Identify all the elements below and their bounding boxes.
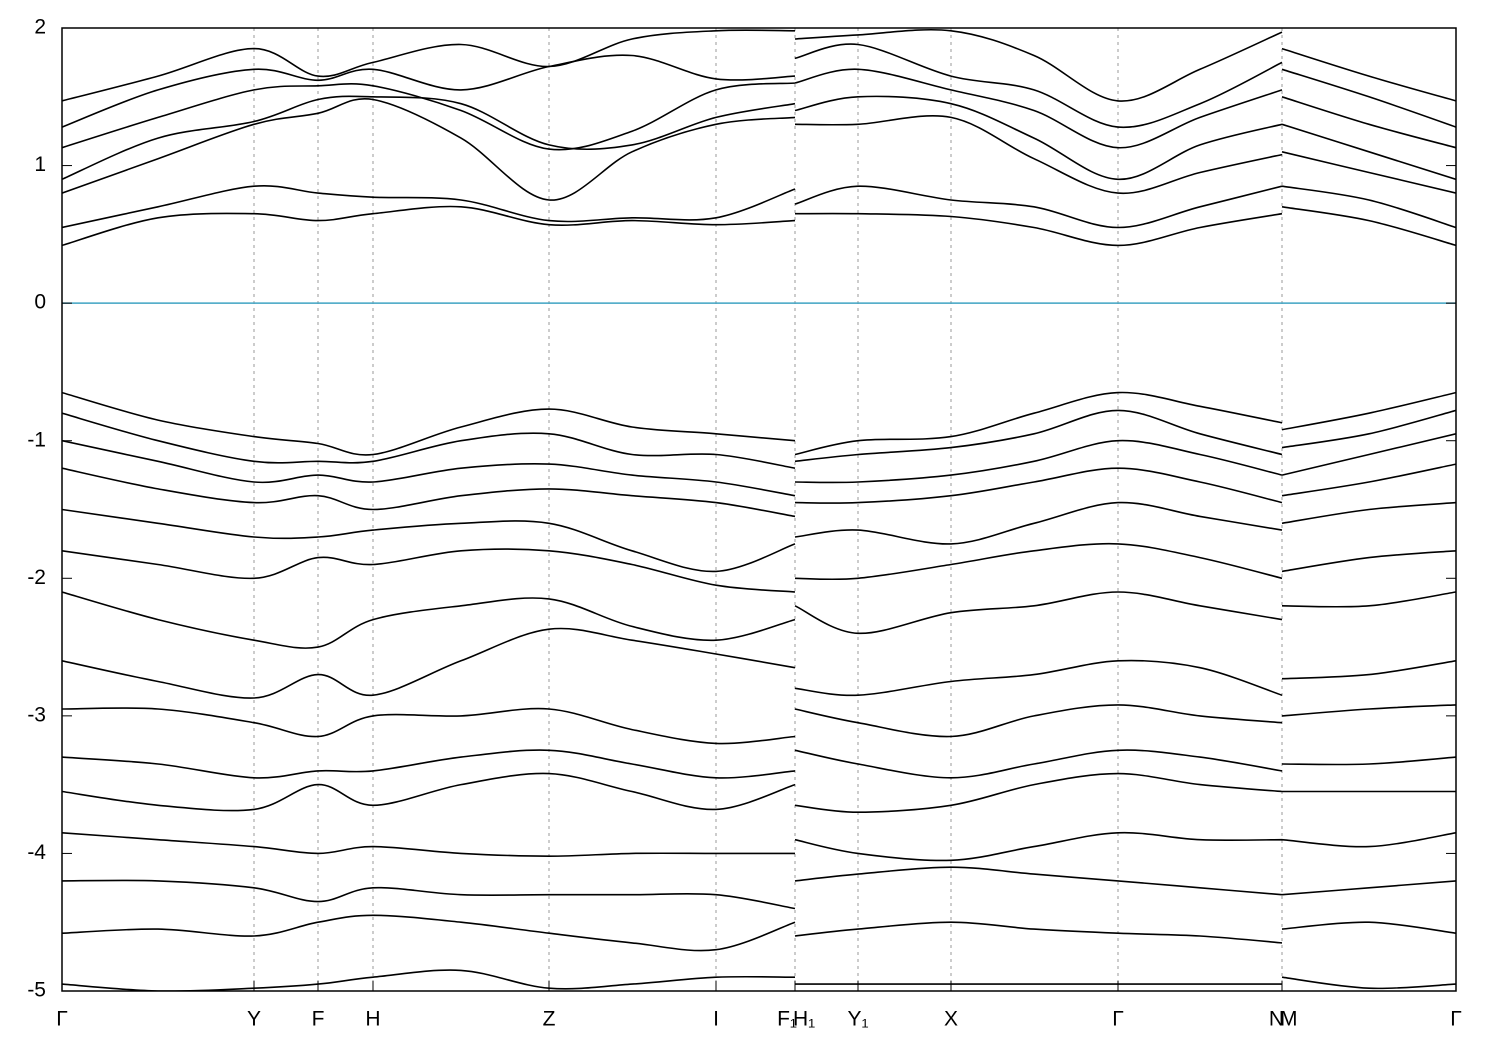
grid [62,28,1456,991]
y-tick-label: -3 [27,703,46,726]
x-tick-label: M [1280,1008,1298,1031]
y-tick-label: 0 [34,291,46,314]
band [62,969,1456,991]
y-tick-label: -1 [27,428,46,451]
band [62,627,1456,699]
band [62,704,1456,745]
band [62,542,1456,593]
band [62,772,1456,814]
band [62,391,1456,456]
y-tick-label: -4 [27,841,46,864]
y-tick-label: -2 [27,566,46,589]
band [62,463,1456,518]
plot-frame [61,27,1457,992]
y-tick-label: 2 [34,16,46,39]
band [62,433,1456,497]
band [62,28,1456,102]
x-tick-label: H₁ [793,1008,815,1031]
band [62,591,1456,649]
x-tick-label: Z [543,1008,556,1031]
band [62,43,1456,129]
band [62,831,1456,862]
band [62,95,1456,181]
band [62,97,1456,201]
y-tick-label: 1 [34,153,46,176]
x-tick-label: Y [247,1008,261,1031]
band [62,866,1456,910]
x-tick-label: X [944,1008,958,1031]
band [62,205,1456,247]
x-tick-label: Γ [56,1008,68,1031]
x-tick-label: I [713,1008,719,1031]
band [62,749,1456,779]
x-tick-label: H [365,1008,380,1031]
band [62,409,1456,469]
x-tick-label: F [312,1008,325,1031]
y-tick-label: -5 [27,979,46,1002]
band [62,68,1456,151]
x-tick-label: Γ [1450,1008,1462,1031]
x-tick-label: Y₁ [847,1008,868,1031]
x-tick-label: Γ [1112,1008,1124,1031]
x-tick-label: F₁ [777,1008,797,1031]
band [62,184,1456,229]
bands [62,28,1456,991]
x-tick-label: N [1269,1008,1284,1031]
band [62,914,1456,952]
band [62,501,1456,573]
